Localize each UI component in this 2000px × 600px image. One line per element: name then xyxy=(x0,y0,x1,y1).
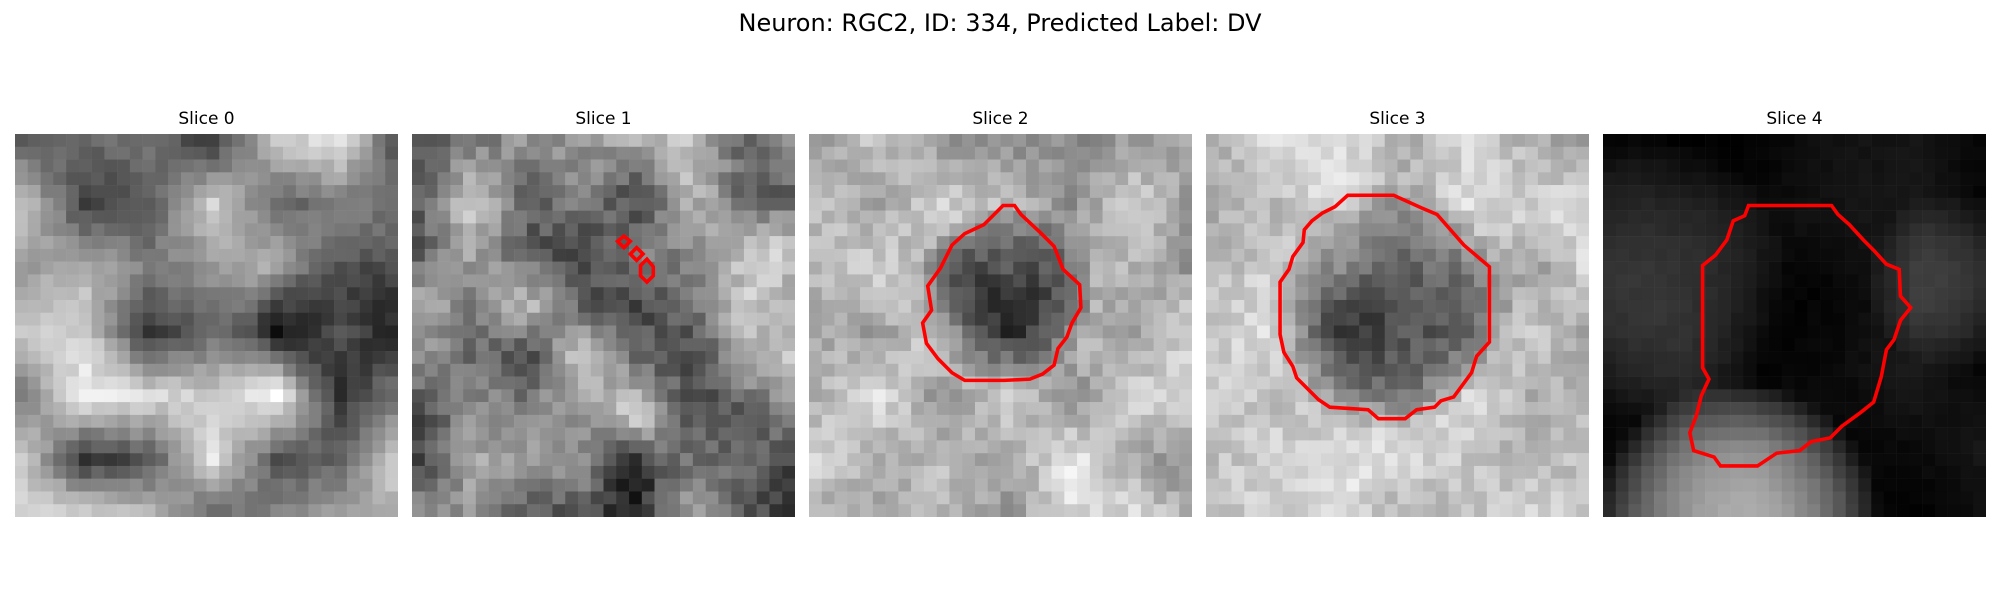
slice-title: Slice 1 xyxy=(575,109,632,129)
slice-image xyxy=(15,134,398,517)
slice-panel-0: Slice 0 xyxy=(15,108,398,517)
roi-contour xyxy=(614,233,656,285)
roi-contour xyxy=(1687,203,1914,468)
slice-title: Slice 0 xyxy=(178,109,235,129)
slice-panel-1: Slice 1 xyxy=(412,108,795,517)
slice-image xyxy=(1206,134,1589,517)
slice-image xyxy=(1603,134,1986,517)
figure-title: Neuron: RGC2, ID: 334, Predicted Label: … xyxy=(738,9,1262,37)
slice-panel-4: Slice 4 xyxy=(1603,108,1986,517)
slice-image xyxy=(809,134,1192,517)
slice-panel-3: Slice 3 xyxy=(1206,108,1589,517)
slice-title: Slice 2 xyxy=(972,109,1029,129)
slice-image xyxy=(412,134,795,517)
roi-contour xyxy=(920,203,1083,383)
roi-contour xyxy=(1278,193,1492,421)
slice-panel-2: Slice 2 xyxy=(809,108,1192,517)
slice-title: Slice 3 xyxy=(1369,109,1426,129)
slice-title: Slice 4 xyxy=(1766,109,1823,129)
